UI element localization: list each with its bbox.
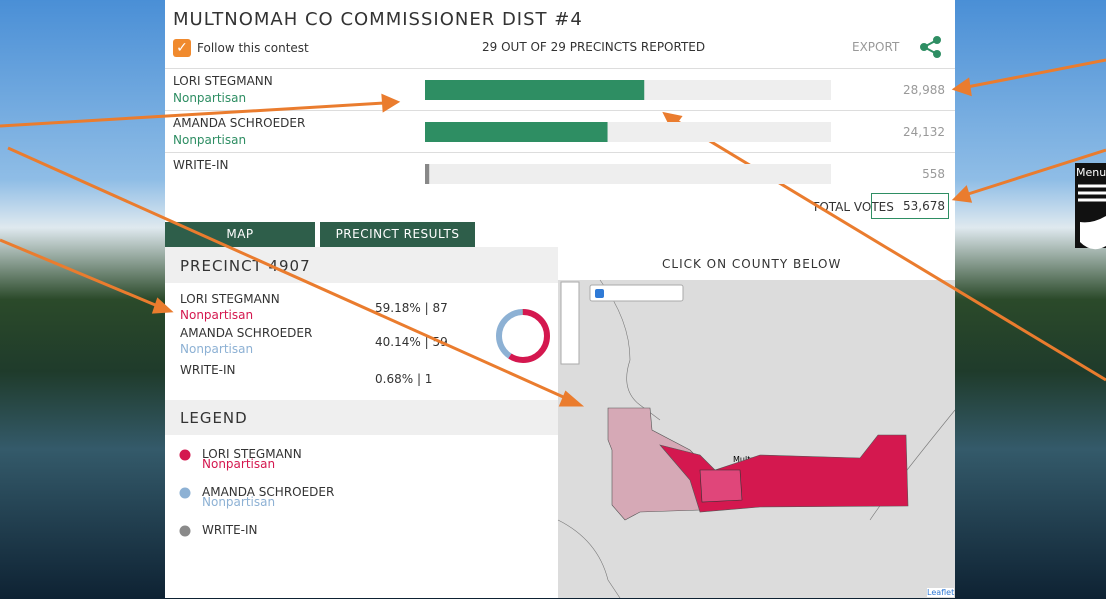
share-icon[interactable]: [921, 37, 940, 57]
zoom-checkbox[interactable]: [595, 289, 604, 298]
bar: [425, 164, 429, 184]
map-shapes: [558, 280, 955, 598]
legend-dot: [180, 450, 191, 461]
map-controls[interactable]: [561, 282, 579, 364]
arrows: [0, 60, 1106, 405]
legend-dot: [180, 488, 191, 499]
menu-icon[interactable]: [1078, 186, 1106, 200]
bar: [425, 80, 644, 100]
overlay: [0, 0, 1106, 599]
bar-track: [425, 164, 831, 184]
twitter-icon[interactable]: [1080, 216, 1106, 249]
legend-dot: [180, 526, 191, 537]
bar: [425, 122, 608, 142]
page: MULTNOMAH CO COMMISSIONER DIST #4 ✓ Foll…: [0, 0, 1106, 599]
